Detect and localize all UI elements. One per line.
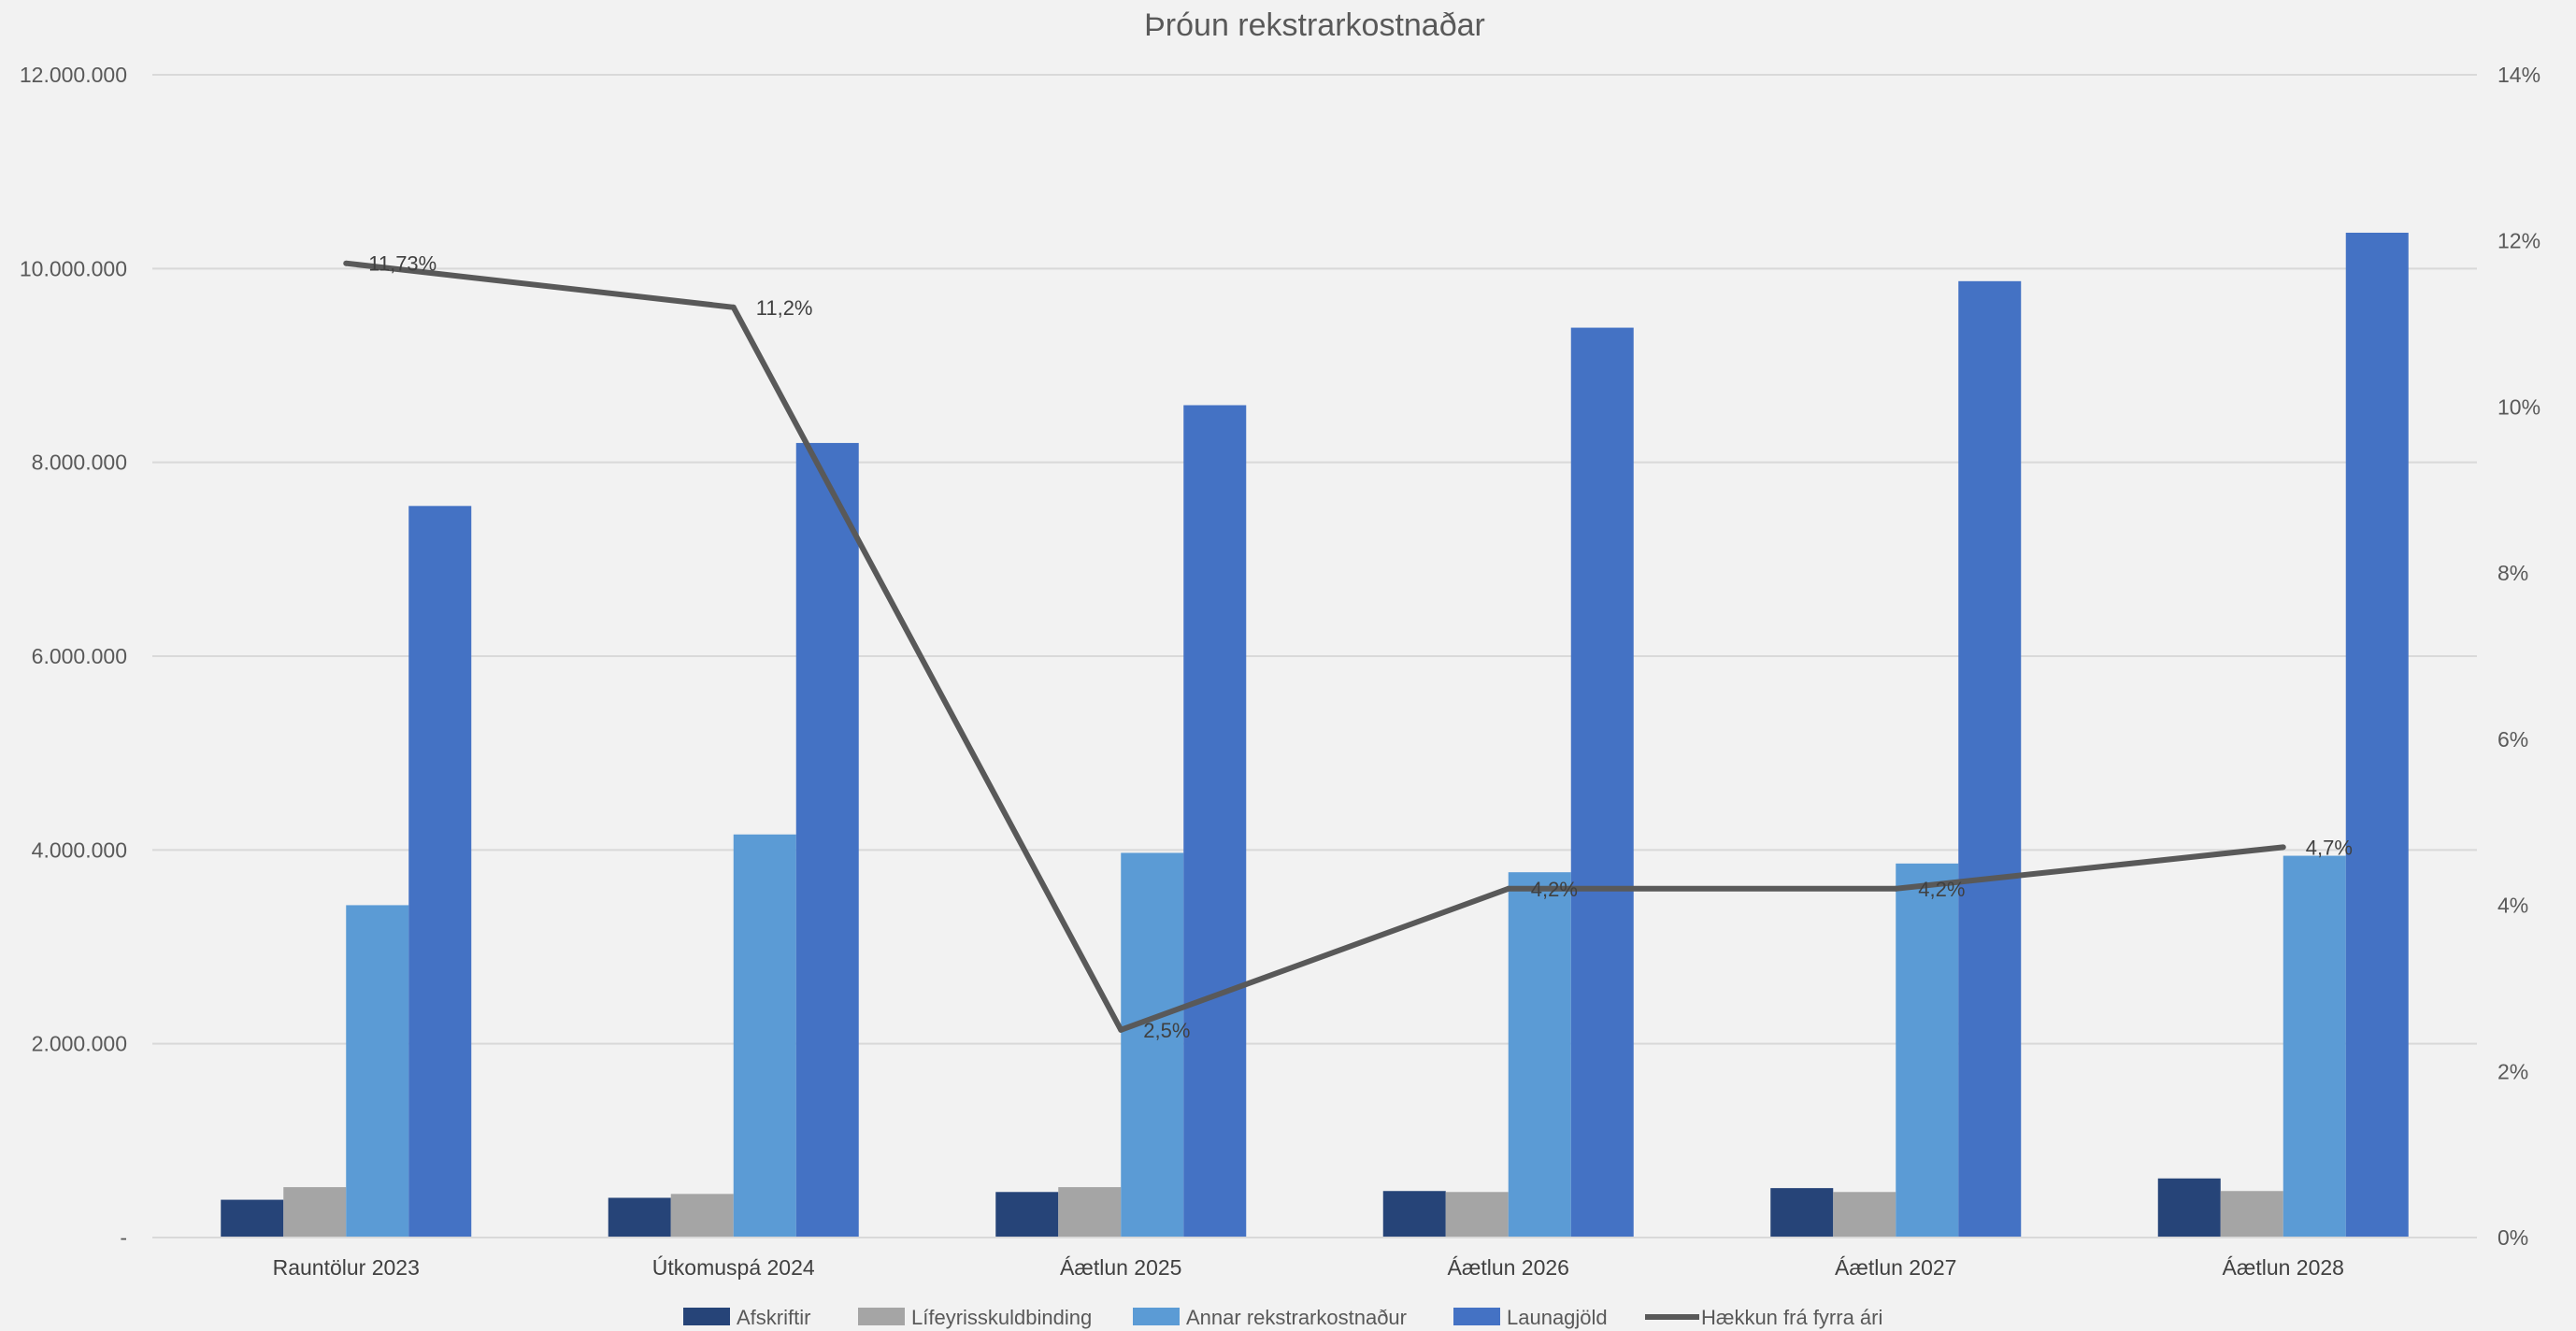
bar-annar-rekstrarkostna-ur	[1121, 852, 1184, 1238]
line-hakkun	[345, 260, 2284, 1033]
bar-afskriftir	[2157, 1178, 2221, 1238]
chart-title: Þróun rekstrarkostnaðar	[1144, 7, 1485, 43]
bar-afskriftir	[221, 1199, 284, 1238]
y-right-tick-label: 12%	[2497, 229, 2540, 253]
bar-afskriftir	[1770, 1188, 1834, 1238]
legend-label: Hækkun frá fyrra ári	[1701, 1306, 1882, 1329]
legend-label: Afskriftir	[737, 1306, 810, 1329]
y-right-tick-label: 14%	[2497, 63, 2540, 87]
data-label: 11,2%	[756, 296, 813, 320]
x-tick-label: Áætlun 2028	[2223, 1255, 2344, 1280]
y-left-tick-label: -	[120, 1225, 127, 1250]
legend-swatch	[858, 1308, 905, 1325]
y-right-tick-label: 10%	[2497, 394, 2540, 419]
y-right-tick-label: 6%	[2497, 727, 2528, 751]
bar-launagj-ld	[1958, 280, 2022, 1238]
legend-label: Launagjöld	[1507, 1306, 1608, 1329]
legend-swatch	[1133, 1308, 1180, 1325]
bar-afskriftir	[1382, 1191, 1446, 1238]
line-point	[730, 304, 737, 310]
bar-annar-rekstrarkostna-ur	[2283, 855, 2346, 1238]
x-tick-label: Rauntölur 2023	[273, 1255, 420, 1280]
y-left-tick-label: 2.000.000	[32, 1032, 127, 1056]
bar-l-feyrisskuldbinding	[1058, 1187, 1122, 1238]
legend-swatch	[683, 1308, 730, 1325]
bar-launagj-ld	[1183, 405, 1247, 1238]
x-tick-label: Áætlun 2027	[1835, 1255, 1956, 1280]
bar-afskriftir	[608, 1197, 671, 1238]
data-label: 4,2%	[1531, 878, 1578, 901]
bar-launagj-ld	[2345, 232, 2409, 1238]
bar-afskriftir	[995, 1192, 1059, 1238]
y-right-tick-label: 8%	[2497, 561, 2528, 585]
bar-annar-rekstrarkostna-ur	[346, 905, 409, 1238]
y-left-tick-label: 4.000.000	[32, 837, 127, 862]
bar-annar-rekstrarkostna-ur	[1508, 872, 1571, 1238]
data-label: 2,5%	[1143, 1019, 1190, 1042]
bar-l-feyrisskuldbinding	[670, 1194, 734, 1238]
bar-l-feyrisskuldbinding	[1833, 1192, 1896, 1238]
bar-launagj-ld	[1570, 327, 1634, 1238]
y-left-tick-label: 6.000.000	[32, 644, 127, 668]
line-point	[1505, 885, 1511, 892]
legend-swatch	[1453, 1308, 1500, 1325]
line-point	[2280, 844, 2286, 851]
bar-launagj-ld	[408, 506, 472, 1238]
data-label: 4,7%	[2306, 836, 2353, 859]
bar-annar-rekstrarkostna-ur	[733, 834, 796, 1238]
data-label: 4,2%	[1918, 878, 1965, 901]
y-left-tick-label: 8.000.000	[32, 451, 127, 475]
y-left-tick-label: 12.000.000	[20, 63, 127, 87]
bar-l-feyrisskuldbinding	[283, 1187, 347, 1238]
bar-annar-rekstrarkostna-ur	[1896, 863, 1959, 1238]
line-point	[343, 260, 350, 266]
line-point	[1118, 1026, 1124, 1033]
y-right-tick-label: 4%	[2497, 894, 2528, 918]
x-tick-label: Útkomuspá 2024	[652, 1255, 815, 1280]
bar-l-feyrisskuldbinding	[1445, 1192, 1509, 1238]
bar-launagj-ld	[795, 442, 859, 1238]
y-left-tick-label: 10.000.000	[20, 256, 127, 280]
y-right-tick-label: 2%	[2497, 1059, 2528, 1083]
data-label: 11,73%	[368, 252, 436, 276]
legend-label: Annar rekstrarkostnaður	[1186, 1306, 1407, 1329]
x-tick-label: Áætlun 2026	[1448, 1255, 1569, 1280]
legend-label: Lífeyrisskuldbinding	[911, 1306, 1092, 1329]
x-tick-label: Áætlun 2025	[1060, 1255, 1181, 1280]
bar-l-feyrisskuldbinding	[2220, 1191, 2283, 1238]
y-right-tick-label: 0%	[2497, 1225, 2528, 1250]
line-point	[1893, 885, 1899, 892]
